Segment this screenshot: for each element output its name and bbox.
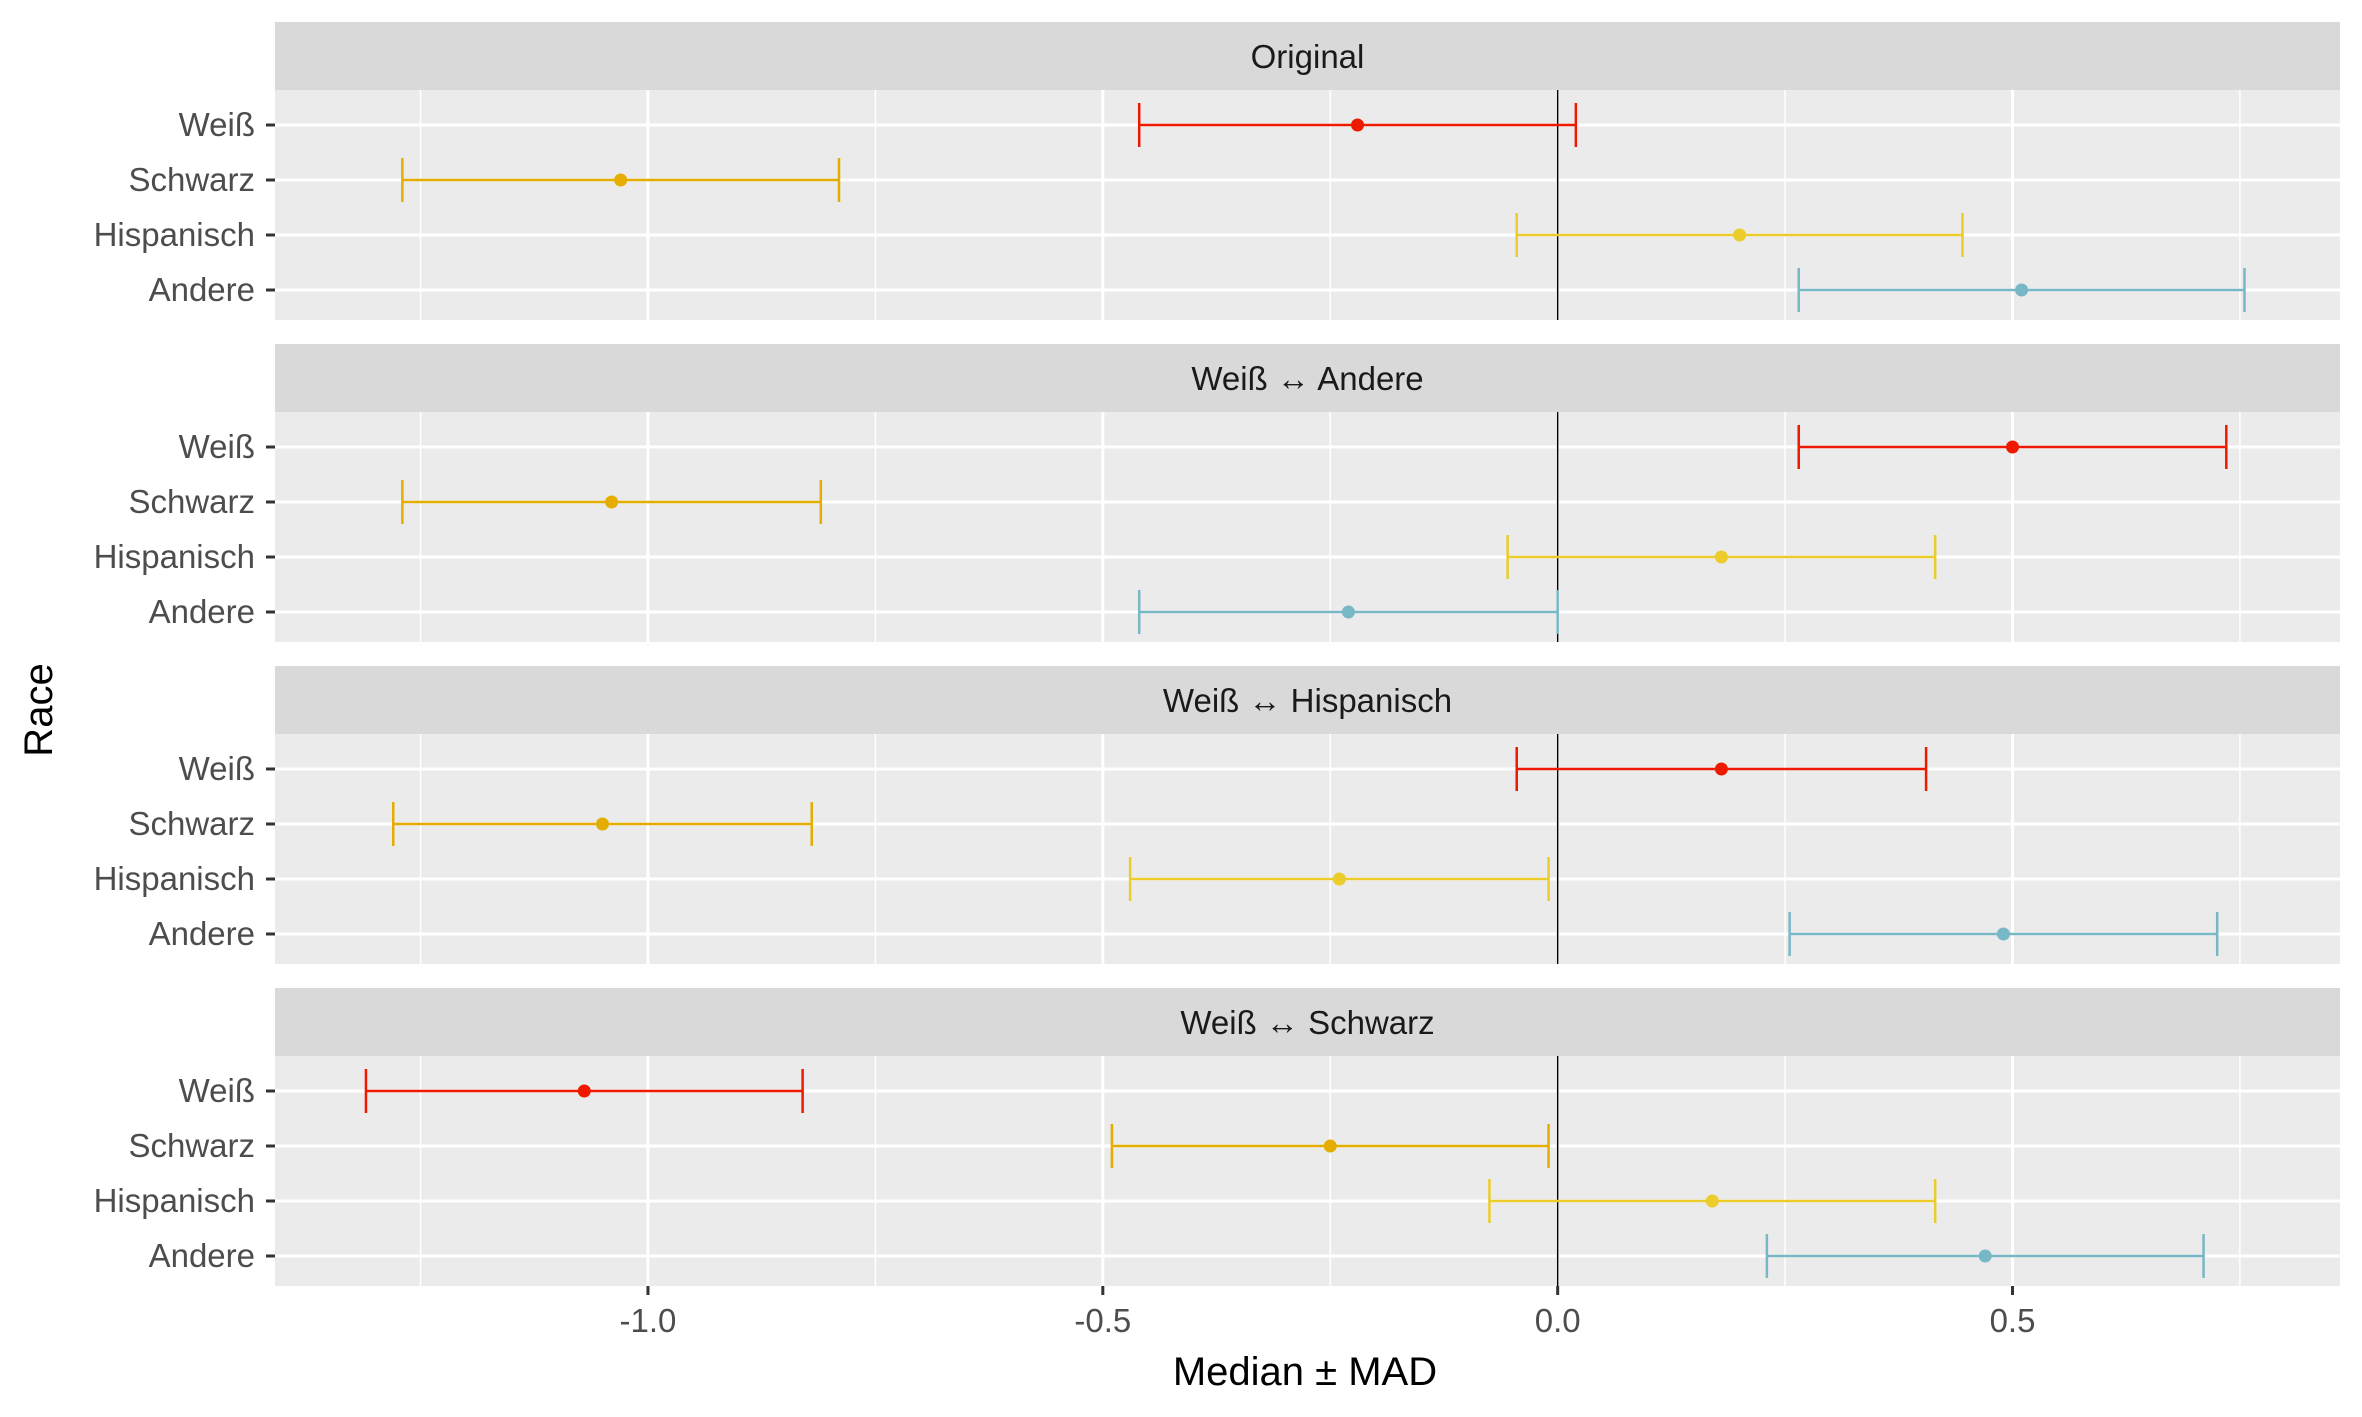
panel-strip [275, 22, 2340, 90]
x-tick-label: -0.5 [1074, 1302, 1131, 1339]
median-point [1996, 927, 2010, 941]
median-point [1978, 1249, 1992, 1263]
panel: Weiß ↔ Hispanisch Weiß Schwarz Hispanisch An… [94, 666, 2340, 964]
category-label: Andere [149, 1237, 255, 1274]
panels-layer: OriginalWeißSchwarzHispanischAndereWeiß … [94, 22, 2340, 1286]
median-point [614, 173, 628, 187]
category-label: Hispanisch [94, 860, 255, 897]
panel-title: Weiß ↔ Schwarz [1180, 1004, 1434, 1041]
category-label: Weiß [179, 1072, 255, 1109]
median-point [1714, 550, 1728, 564]
median-point [1332, 872, 1346, 886]
panel-strip [275, 344, 2340, 412]
category-label: Schwarz [128, 1127, 255, 1164]
x-tick-label: 0.0 [1535, 1302, 1581, 1339]
median-point [1714, 762, 1728, 776]
panel-title: Original [1251, 38, 1365, 75]
median-point [577, 1084, 591, 1098]
panel-background [275, 734, 2340, 964]
median-point [1733, 228, 1747, 242]
category-label: Andere [149, 271, 255, 308]
category-label: Weiß [179, 428, 255, 465]
category-label: Schwarz [128, 161, 255, 198]
median-point [605, 495, 619, 509]
x-axis: -1.0 -0.5 0.0 0.5 [620, 1286, 2036, 1339]
category-label: Hispanisch [94, 216, 255, 253]
x-tick-label: -1.0 [620, 1302, 677, 1339]
median-point [2006, 440, 2020, 454]
x-tick-label: 0.5 [1990, 1302, 2036, 1339]
category-label: Weiß [179, 750, 255, 787]
panel-background [275, 90, 2340, 320]
panel-strip [275, 988, 2340, 1056]
category-label: Hispanisch [94, 538, 255, 575]
panel-title: Weiß ↔ Andere [1191, 360, 1423, 397]
x-axis-title: Median ± MAD [1173, 1350, 1437, 1394]
panel-background [275, 412, 2340, 642]
y-axis-title: Race [17, 663, 61, 756]
panel: Original Weiß Schwarz Hispanisch Andere [94, 22, 2340, 320]
panel: Weiß ↔ Schwarz Weiß Schwarz Hispanisch Ander… [94, 988, 2340, 1286]
median-point [1323, 1139, 1337, 1153]
category-label: Weiß [179, 106, 255, 143]
median-point [1341, 605, 1355, 619]
category-label: Schwarz [128, 483, 255, 520]
category-label: Andere [149, 915, 255, 952]
category-label: Hispanisch [94, 1182, 255, 1219]
median-point [595, 817, 609, 831]
panel-background [275, 1056, 2340, 1286]
panel: Weiß ↔ Andere Weiß Schwarz Hispanisch Andere [94, 344, 2340, 642]
median-point [1705, 1194, 1719, 1208]
panel-strip [275, 666, 2340, 734]
median-point [2015, 283, 2029, 297]
category-label: Andere [149, 593, 255, 630]
median-point [1351, 118, 1365, 132]
category-label: Schwarz [128, 805, 255, 842]
panel-title: Weiß ↔ Hispanisch [1163, 682, 1452, 719]
